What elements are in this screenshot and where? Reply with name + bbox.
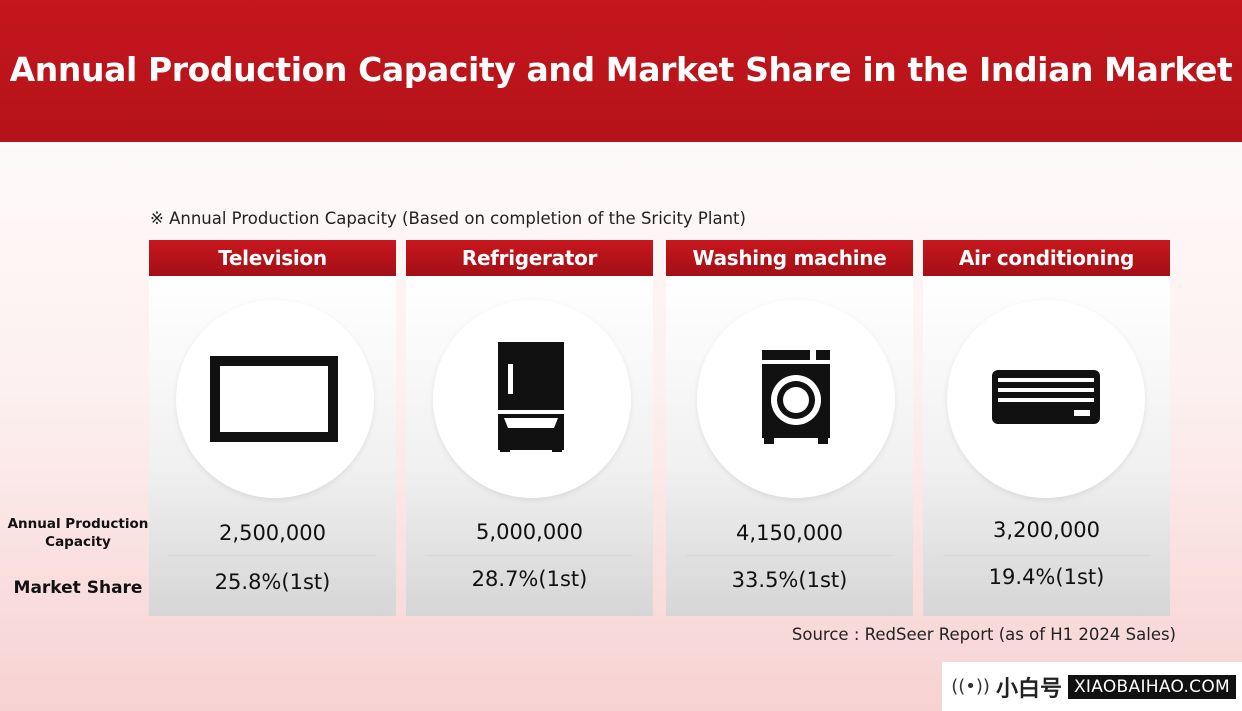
divider: [426, 555, 633, 556]
broadcast-icon: ((•)): [951, 676, 990, 697]
market-share-air-conditioning: 19.4%(1st): [988, 565, 1105, 589]
television-icon: [210, 356, 338, 442]
divider: [686, 555, 893, 556]
capacity-refrigerator: 5,000,000: [476, 520, 583, 544]
icon-circle-refrigerator: [433, 300, 631, 498]
icon-circle-television: [176, 300, 374, 498]
market-share-refrigerator: 28.7%(1st): [471, 567, 588, 591]
watermark-url: XIAOBAIHAO.COM: [1067, 674, 1236, 699]
watermark-cn: 小白号: [995, 676, 1062, 702]
category-header-washing-machine: Washing machine: [666, 240, 913, 276]
category-header-refrigerator: Refrigerator: [406, 240, 653, 276]
source-citation: Source : RedSeer Report (as of H1 2024 S…: [791, 625, 1176, 644]
icon-circle-air-conditioning: [947, 300, 1145, 498]
air-conditioner-icon: [992, 370, 1100, 424]
icon-circle-washing-machine: [697, 300, 895, 498]
category-header-television: Television: [149, 240, 396, 276]
capacity-note: ※ Annual Production Capacity (Based on c…: [150, 209, 746, 228]
divider: [943, 555, 1150, 556]
refrigerator-icon: [498, 342, 564, 452]
washing-machine-icon: [762, 350, 830, 444]
market-share-television: 25.8%(1st): [214, 570, 331, 594]
market-share-washing-machine: 33.5%(1st): [731, 568, 848, 592]
watermark-brand: ((•)) 小白号 XIAOBAIHAO.COM: [942, 662, 1242, 711]
capacity-washing-machine: 4,150,000: [736, 521, 843, 545]
category-header-air-conditioning: Air conditioning: [923, 240, 1170, 276]
row-label-capacity: Annual Production Capacity: [7, 516, 149, 550]
page-title: Annual Production Capacity and Market Sh…: [9, 50, 1233, 89]
header-banner: Annual Production Capacity and Market Sh…: [0, 0, 1242, 142]
row-label-market-share: Market Share: [13, 578, 143, 598]
capacity-air-conditioning: 3,200,000: [993, 518, 1100, 542]
capacity-television: 2,500,000: [219, 521, 326, 545]
divider: [169, 555, 376, 556]
